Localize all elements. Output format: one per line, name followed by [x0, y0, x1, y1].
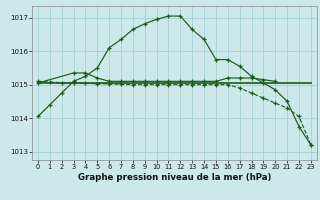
X-axis label: Graphe pression niveau de la mer (hPa): Graphe pression niveau de la mer (hPa): [78, 173, 271, 182]
